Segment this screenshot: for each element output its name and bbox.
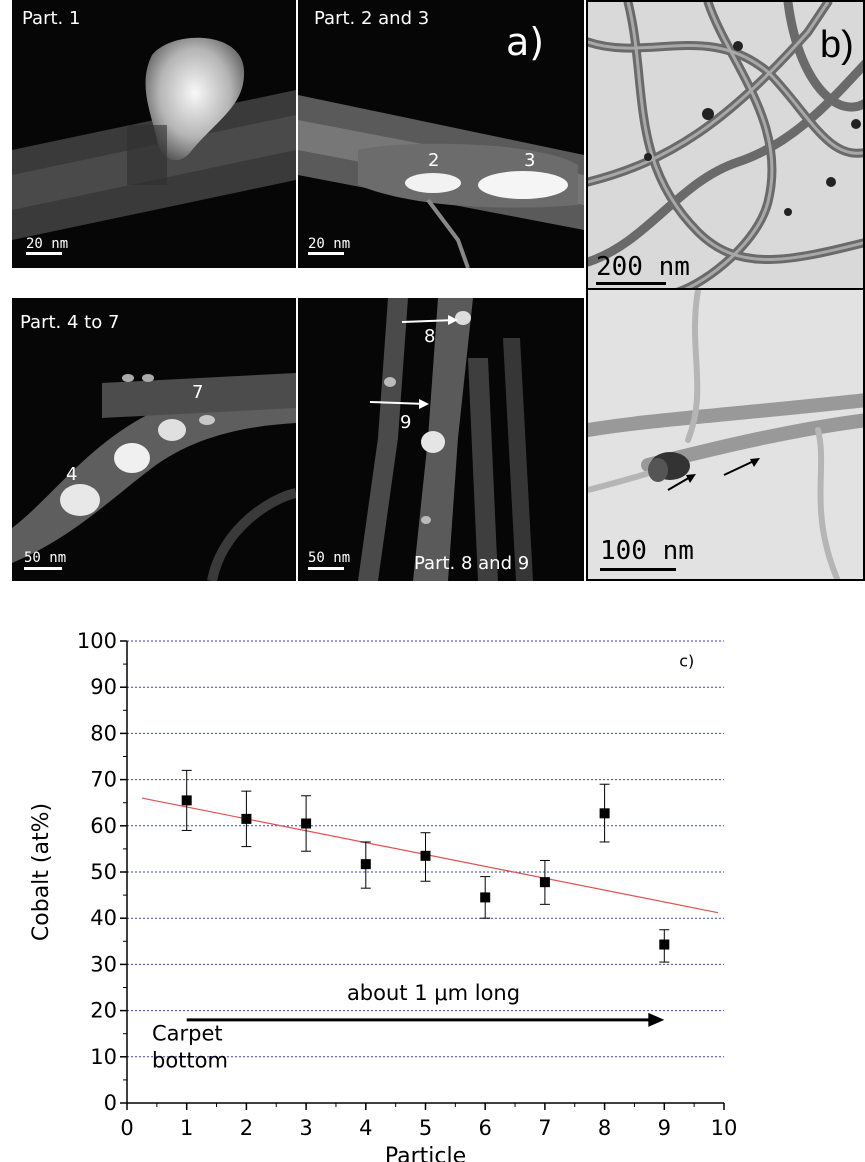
annotation-text: Carpet: [152, 1022, 223, 1046]
particle-image-8-9: [358, 298, 533, 581]
panel-b-letter: b): [820, 24, 854, 66]
scale-bar: [26, 252, 62, 255]
x-tick-label: 8: [598, 1116, 611, 1140]
y-tick-label: 90: [90, 675, 117, 699]
data-point: [241, 813, 252, 824]
scale-bar: [308, 252, 344, 255]
y-tick-label: 70: [90, 768, 117, 792]
nanotube-image: [588, 2, 863, 288]
y-tick-label: 40: [90, 906, 117, 930]
annotation-text: bottom: [152, 1049, 228, 1073]
data-point: [539, 877, 550, 888]
x-axis-title: Particle: [385, 1144, 466, 1162]
data-point: [301, 818, 312, 829]
micrograph-part-8-9: 8 9 Part. 8 and 9 50 nm: [298, 298, 584, 581]
y-tick-label: 0: [104, 1091, 117, 1115]
scale-label: 20 nm: [308, 236, 351, 252]
particle-image-4-7: [12, 373, 296, 581]
particle-number: 7: [192, 382, 204, 403]
data-point: [181, 795, 192, 806]
x-tick-label: 6: [479, 1116, 492, 1140]
nanotube-image: [588, 290, 863, 579]
x-tick-label: 2: [240, 1116, 253, 1140]
y-tick-label: 80: [90, 721, 117, 745]
tile-label: Part. 2 and 3: [314, 8, 430, 29]
x-tick-label: 1: [180, 1116, 193, 1140]
tile-label: Part. 1: [22, 8, 81, 29]
particle-number: 2: [428, 150, 440, 171]
cobalt-chart: 0 10 20 30 40 50 60 70 80 90 100 0 1 2 3 4 5 6 7 8 9 10 Partic…: [29, 629, 738, 1162]
data-point: [599, 808, 610, 819]
arrow-head-icon: [648, 1012, 665, 1027]
particle-number: 9: [400, 412, 412, 433]
x-tick-label: 10: [711, 1116, 738, 1140]
scale-label: 20 nm: [26, 236, 69, 252]
micrograph-part-1: Part. 1 20 nm: [12, 0, 296, 268]
x-tick-label: 7: [538, 1116, 551, 1140]
scale-bar: [24, 567, 62, 570]
tem-image-bottom: 100 nm: [586, 290, 865, 581]
particle-number: 8: [424, 326, 436, 347]
x-tick-label: 5: [419, 1116, 432, 1140]
y-tick-label: 60: [90, 814, 117, 838]
x-tick-label: 4: [359, 1116, 372, 1140]
tile-label: Part. 8 and 9: [414, 553, 530, 574]
panel-c-letter: c): [679, 651, 694, 670]
scale-label: 100 nm: [600, 536, 694, 566]
scale-label: 50 nm: [308, 550, 351, 566]
arrow-label: about 1 μm long: [347, 981, 520, 1005]
data-point: [480, 892, 491, 903]
micrograph-part-4-7: Part. 4 to 7 4 7 50 nm: [12, 298, 296, 581]
panel-a-letter: a): [506, 20, 545, 64]
x-tick-label: 3: [299, 1116, 312, 1140]
scale-bar: [600, 568, 676, 571]
micrograph-part-2-3: Part. 2 and 3 a) 2 3 20 nm: [298, 0, 584, 268]
scale-label: 200 nm: [596, 252, 690, 282]
y-axis-title: Cobalt (at%): [29, 803, 54, 941]
arrow-icon: [369, 315, 458, 409]
y-tick-label: 20: [90, 999, 117, 1023]
y-tick-label: 50: [90, 860, 117, 884]
tile-label: Part. 4 to 7: [20, 312, 120, 333]
scale-bar: [596, 282, 666, 285]
particle-image-1: [12, 37, 296, 240]
tem-image-top: b) 200 nm: [586, 0, 865, 290]
scale-label: 50 nm: [24, 550, 67, 566]
y-tick-label: 30: [90, 952, 117, 976]
scale-bar: [308, 567, 344, 570]
x-tick-label: 9: [658, 1116, 671, 1140]
particle-number: 3: [524, 150, 536, 171]
data-point: [659, 939, 670, 950]
y-tick-label: 10: [90, 1045, 117, 1069]
data-point: [420, 850, 431, 861]
x-tick-label: 0: [120, 1116, 133, 1140]
particle-number: 4: [66, 464, 78, 485]
particle-image-2-3: [298, 95, 584, 268]
data-point: [360, 859, 371, 870]
y-tick-label: 100: [77, 629, 117, 653]
